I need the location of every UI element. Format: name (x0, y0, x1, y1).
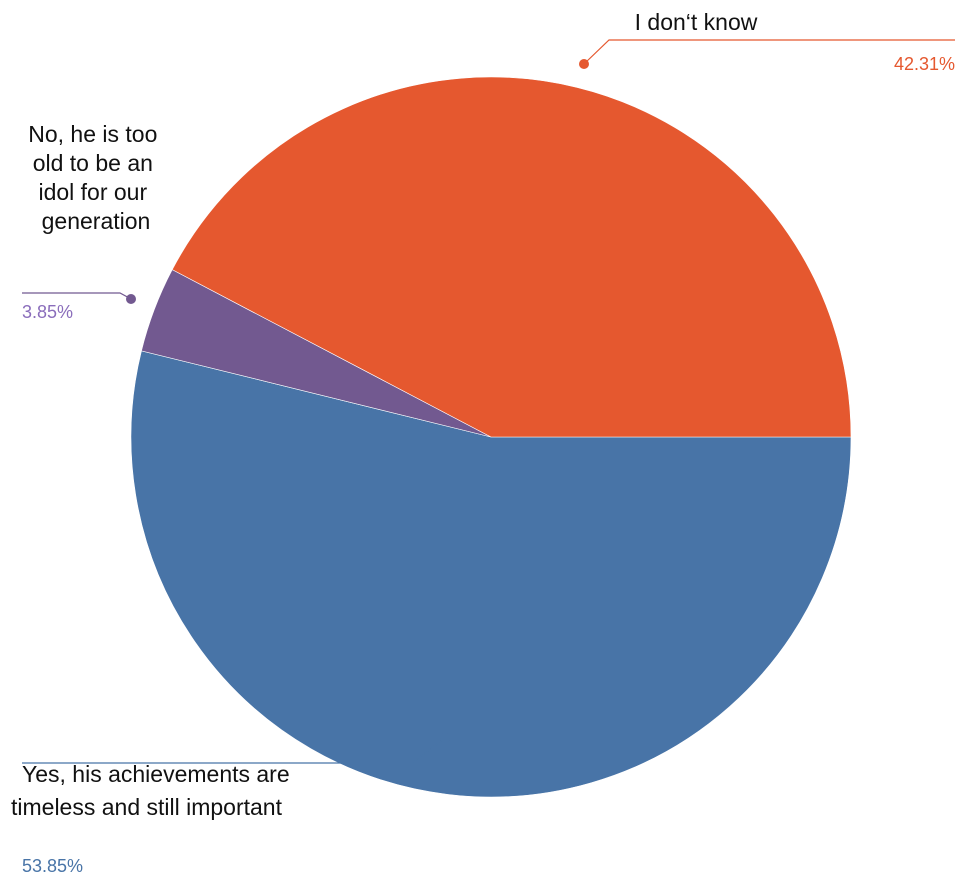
slice-value-no: 3.85% (22, 302, 73, 322)
slice-label-no-line-1: No, he is too (28, 121, 157, 147)
slice-label-no-line-3: idol for our (38, 179, 147, 205)
leader-dot-no (126, 294, 136, 304)
pie-slices (130, 76, 852, 798)
slice-label-no-line-2: old to be an (33, 150, 153, 176)
leader-dot-yes (440, 733, 450, 743)
slice-label-yes: Yes, his achievements are timeless and s… (11, 761, 296, 820)
leader-line-no (22, 292, 132, 300)
slice-label-yes-line-1: Yes, his achievements are (22, 761, 290, 787)
leader-line-dont-know (583, 39, 955, 65)
slice-label-yes-line-2: timeless and still important (11, 794, 283, 820)
leader-dot-dont-know (579, 59, 589, 69)
slice-label-no-line-4: generation (42, 208, 151, 234)
slice-label-no: No, he is too old to be an idol for our … (28, 121, 164, 234)
slice-value-dont-know: 42.31% (894, 54, 955, 74)
slice-value-yes: 53.85% (22, 856, 83, 876)
leader-line-yes (22, 737, 446, 764)
slice-label-dont-know: I don‘t know (635, 9, 758, 35)
pie-slice-yes (130, 350, 852, 798)
slice-label-dont-know-line-1: I don‘t know (635, 9, 758, 35)
leader-lines (22, 39, 955, 764)
pie-slice-dont-know (171, 76, 852, 438)
